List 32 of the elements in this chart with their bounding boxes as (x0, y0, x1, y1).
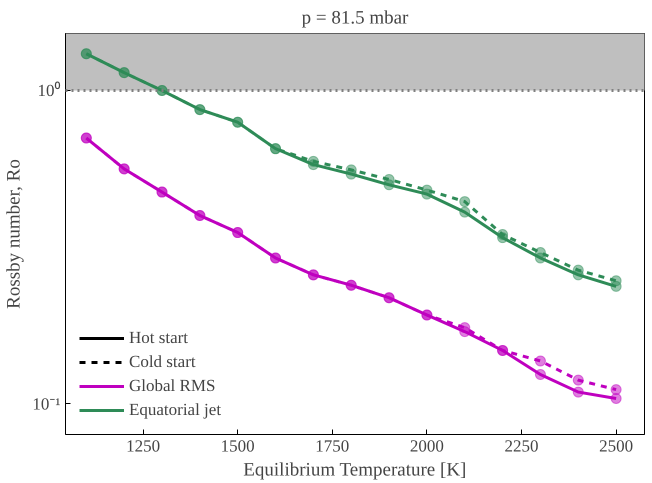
point (610, 392, 622, 404)
x-tick-label: 1500 (220, 436, 255, 456)
chart-title: p = 81.5 mbar (302, 8, 410, 28)
point (497, 229, 508, 240)
point (572, 374, 584, 386)
point (610, 275, 622, 286)
point (421, 184, 432, 196)
x-tick-label: 2250 (504, 436, 539, 456)
x-tick-label: 2000 (410, 436, 444, 456)
point (572, 264, 584, 276)
point (346, 164, 357, 176)
point (572, 386, 584, 398)
y-tick-label: 10⁰ (38, 80, 60, 100)
point (534, 247, 546, 258)
point (534, 369, 546, 380)
x-tick-label: 2500 (599, 436, 634, 456)
y-axis-title: Rossby number, Ro (3, 159, 24, 309)
x-axis-title: Equilibrium Temperature [K] (243, 460, 466, 480)
point (384, 174, 395, 185)
legend-label: Hot start (129, 328, 188, 348)
legend-label: Cold start (129, 352, 196, 372)
point (459, 206, 470, 218)
y-tick-label: 10⁻¹ (32, 394, 61, 414)
point (459, 196, 470, 208)
point (308, 156, 319, 167)
legend-label: Equatorial jet (129, 400, 222, 420)
point (534, 355, 546, 366)
x-tick-label: 1750 (315, 436, 350, 456)
legend-label: Global RMS (129, 376, 216, 396)
point (459, 322, 470, 334)
point (610, 384, 622, 396)
x-tick-label: 1250 (126, 436, 160, 456)
